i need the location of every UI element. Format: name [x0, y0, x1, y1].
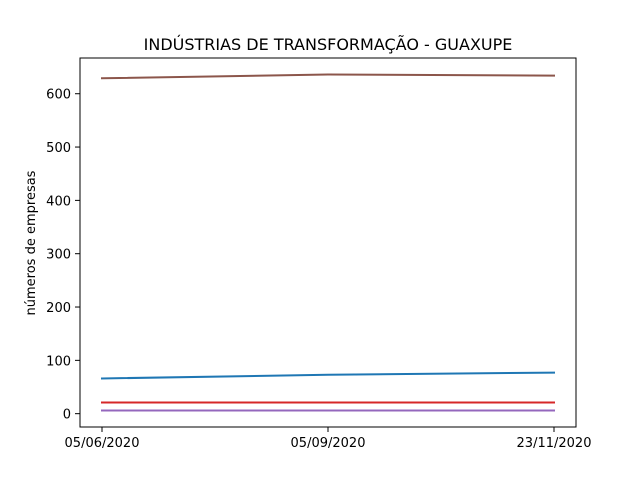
y-tick-label: 100 [46, 354, 71, 369]
y-tick-label: 600 [46, 88, 71, 103]
chart-title: INDÚSTRIAS DE TRANSFORMAÇÃO - GUAXUPE [144, 35, 513, 54]
y-tick-label: 0 [63, 408, 71, 423]
x-tick-label: 23/11/2020 [517, 436, 592, 451]
y-tick-label: 500 [46, 141, 71, 156]
series-line-1 [100, 371, 556, 380]
y-axis-label: números de empresas [24, 170, 39, 315]
x-tick-label: 05/09/2020 [291, 436, 366, 451]
series-line-6 [100, 73, 556, 80]
x-tick-label: 05/06/2020 [65, 436, 140, 451]
plot-area: 0 100 200 300 400 500 600 05/06/2020 05/09/2020 2… [46, 57, 592, 451]
y-tick-label: 400 [46, 194, 71, 209]
y-tick-label: 200 [46, 301, 71, 316]
y-tick-label: 300 [46, 248, 71, 263]
